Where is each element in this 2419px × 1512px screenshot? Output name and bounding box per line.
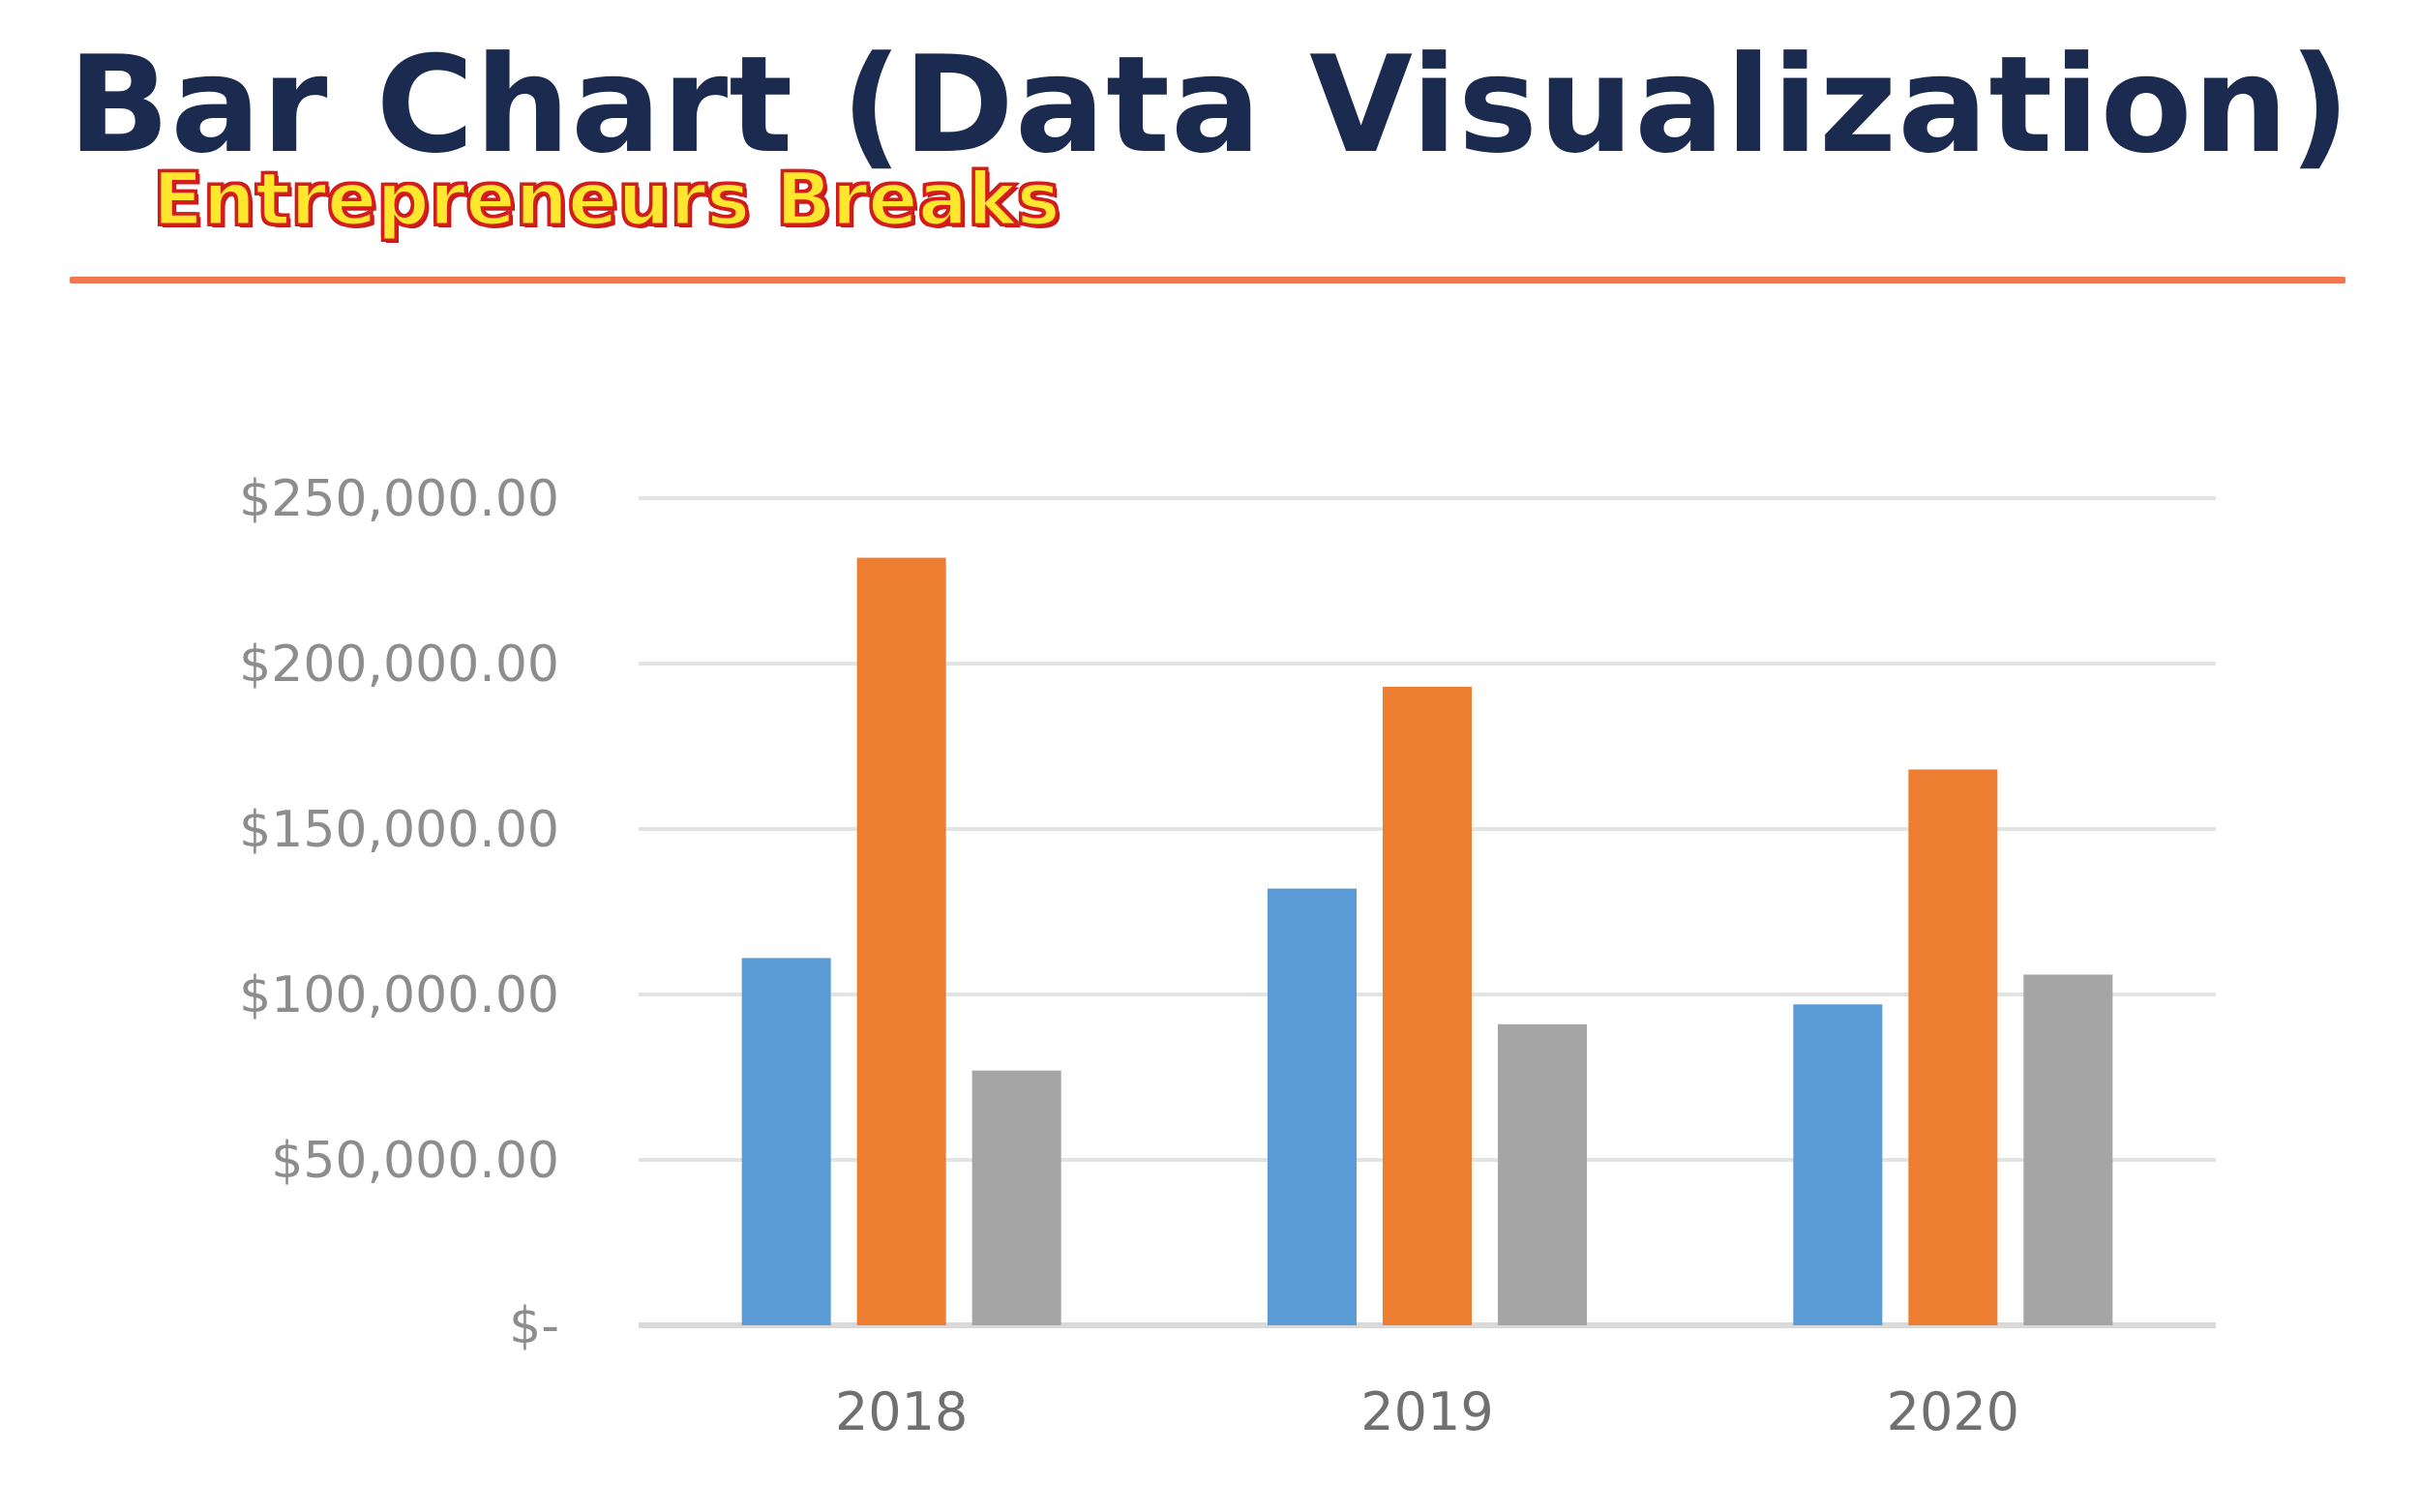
y-tick-label: $100,000.00: [239, 966, 559, 1024]
x-axis: 2018 2019 2020: [835, 1381, 2019, 1442]
y-tick-label: $150,000.00: [239, 801, 559, 859]
y-tick-label: $250,000.00: [239, 470, 559, 528]
bar-2018-3: [971, 1070, 1061, 1325]
bar-2019-1: [1268, 888, 1357, 1325]
bar-2020-1: [1793, 1004, 1883, 1325]
title-divider: [70, 277, 2345, 283]
bar-2020-2: [1908, 769, 1998, 1325]
y-axis: $- $50,000.00 $100,000.00 $150,000.00 $200,0…: [239, 470, 559, 1355]
bar-2018-1: [741, 958, 831, 1325]
y-tick-label: $-: [509, 1297, 559, 1355]
x-tick-label: 2019: [1360, 1381, 1493, 1442]
bars: [741, 557, 2113, 1325]
watermark-text: Entrepreneurs Breaks: [152, 156, 1062, 242]
y-tick-label: $50,000.00: [271, 1132, 559, 1190]
x-tick-label: 2018: [835, 1381, 968, 1442]
bar-2020-3: [2023, 974, 2113, 1325]
y-tick-label: $200,000.00: [239, 636, 559, 694]
bar-2018-2: [856, 557, 946, 1325]
bar-2019-3: [1498, 1023, 1587, 1325]
bar-2019-2: [1383, 686, 1472, 1325]
x-tick-label: 2020: [1887, 1381, 2019, 1442]
page-title: Bar Chart (Data Visualization): [68, 27, 2351, 183]
